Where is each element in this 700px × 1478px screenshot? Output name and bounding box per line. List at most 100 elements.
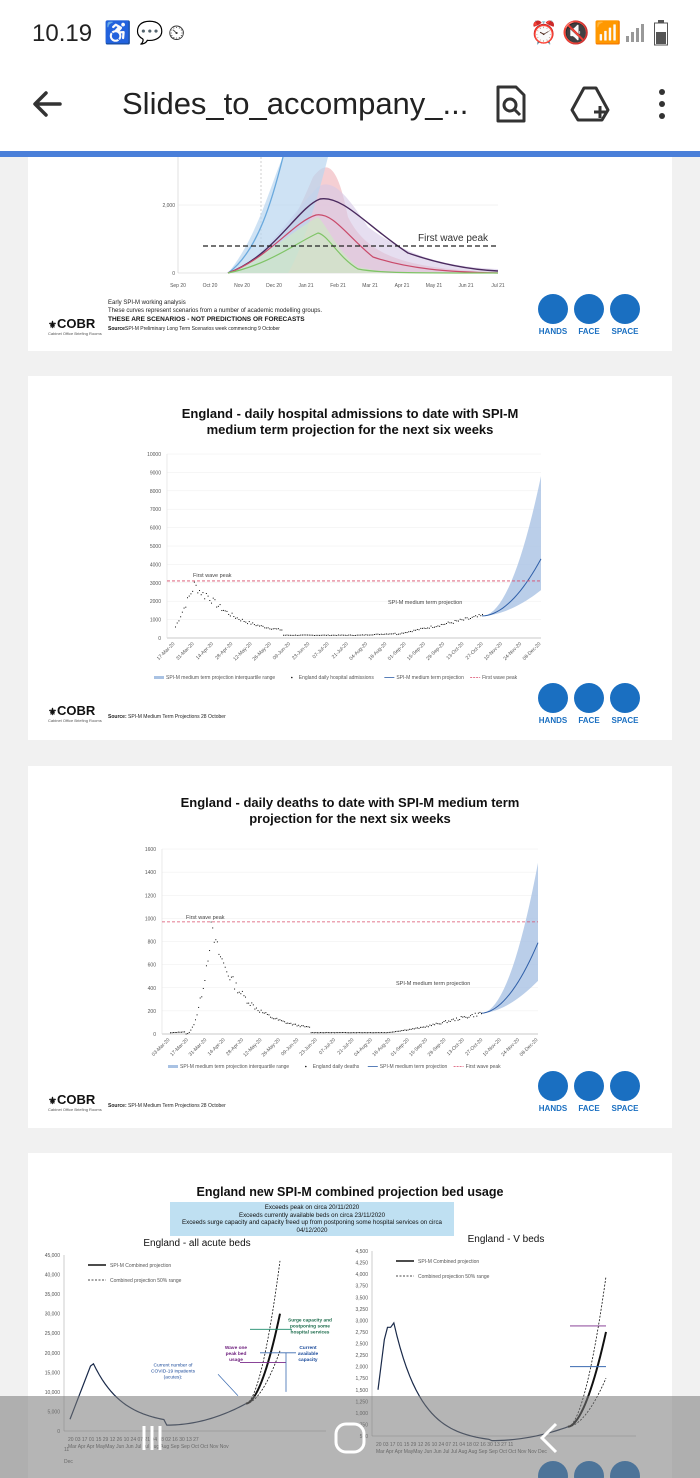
data-point (346, 1032, 348, 1034)
wave-one-peak-annotation: Wave one (225, 1345, 248, 1351)
first-wave-peak-label: First wave peak (193, 573, 232, 579)
data-point (229, 979, 231, 981)
data-point (303, 634, 305, 636)
data-point (276, 1017, 278, 1019)
data-point (379, 1032, 381, 1034)
x-tick-label: May 21 (426, 283, 443, 289)
data-point (286, 634, 288, 636)
y-tick-label: 15,000 (45, 1370, 61, 1376)
home-icon[interactable] (320, 1418, 380, 1458)
data-point (197, 592, 199, 594)
data-point (217, 605, 219, 607)
data-point (411, 631, 413, 633)
data-point (312, 1032, 314, 1034)
data-point (442, 624, 444, 626)
signal-icon (626, 24, 644, 42)
data-point (329, 1032, 331, 1034)
data-point (240, 993, 242, 995)
data-point (245, 996, 247, 998)
data-point (279, 1019, 281, 1021)
data-point (271, 1017, 273, 1019)
data-point (179, 1031, 181, 1033)
hands-face-space-logo: HANDS FACE SPACE (534, 1071, 644, 1113)
data-point (299, 1026, 301, 1028)
legend-label: SPI-M medium term projection interquarti… (166, 675, 275, 681)
cobr-logo: ⚜COBR (48, 316, 96, 331)
legend-label: England daily hospital admissions (299, 675, 375, 681)
data-point (462, 1016, 464, 1018)
legend-swatch-dot (291, 676, 293, 679)
data-point (336, 634, 338, 636)
data-point (237, 992, 239, 994)
data-point (468, 1016, 470, 1018)
data-point (418, 629, 420, 631)
slide-3[interactable]: England - daily deaths to date with SPI-… (28, 766, 672, 1128)
data-point (454, 620, 456, 622)
crest-icon: ⚜ (48, 1096, 57, 1107)
data-point (355, 1032, 357, 1034)
data-point (452, 1018, 454, 1020)
data-point (374, 1032, 376, 1034)
data-point (185, 606, 187, 608)
projection-label: SPI-M medium term projection (388, 600, 462, 606)
data-point (389, 633, 391, 635)
x-tick-label: 18-Aug-20 (371, 1037, 392, 1058)
data-point (288, 1023, 290, 1025)
data-point (387, 1032, 389, 1034)
data-point (427, 1026, 429, 1028)
data-point (312, 634, 314, 636)
data-point (236, 617, 238, 619)
x-tick-label: 29-Sep-20 (427, 1037, 448, 1058)
data-point (466, 617, 468, 619)
current-capacity-annotation: Current (299, 1345, 317, 1351)
data-point (274, 628, 276, 630)
data-point (264, 627, 266, 629)
data-point (384, 1032, 386, 1034)
data-point (307, 634, 309, 636)
data-point (295, 634, 297, 636)
data-point (382, 633, 384, 635)
back-nav-icon[interactable] (520, 1418, 580, 1458)
data-point (368, 1032, 370, 1034)
current-capacity-annotation: available (298, 1351, 319, 1357)
data-point (451, 1019, 453, 1021)
data-point (365, 1032, 367, 1034)
data-point (337, 634, 339, 636)
back-arrow-icon[interactable] (30, 84, 66, 124)
slide-1-chart: First wave peak 2,000 0 Sep 20 Oct 20 Nov … (108, 157, 505, 332)
y-tick-label: 10,000 (45, 1390, 61, 1396)
data-point (468, 618, 470, 620)
data-point (277, 628, 279, 630)
scenario-warning: THESE ARE SCENARIOS - NOT PREDICTIONS OR… (108, 316, 305, 323)
data-point (211, 602, 213, 604)
search-document-icon[interactable] (492, 84, 528, 124)
data-point (228, 613, 230, 615)
space-icon (610, 294, 640, 324)
scenario-line-purple (227, 198, 499, 274)
slide-3-title-line1: England - daily deaths to date with SPI-… (180, 795, 520, 810)
x-axis-ticks: Sep 20 Oct 20 Nov 20 Dec 20 Jan 21 Feb 21 Mar … (170, 283, 505, 289)
slide-4-title: England new SPI-M combined projection be… (196, 1185, 504, 1199)
add-to-drive-icon[interactable] (570, 84, 612, 124)
data-point (339, 634, 341, 636)
x-tick-label: 24-Nov-20 (502, 641, 523, 662)
slide-1[interactable]: First wave peak 2,000 0 Sep 20 Oct 20 Nov … (28, 157, 672, 351)
data-point (224, 610, 226, 612)
data-point (403, 632, 405, 634)
data-point (371, 1032, 373, 1034)
x-tick-label: Sep 20 (170, 283, 186, 289)
legend-label: SPI-M medium term projection interquarti… (180, 1064, 289, 1070)
data-point (361, 634, 363, 636)
slide-2[interactable]: England - daily hospital admissions to d… (28, 376, 672, 740)
data-point (283, 634, 285, 636)
more-options-icon[interactable] (652, 86, 672, 126)
projection-label: SPI-M medium term projection (396, 981, 470, 987)
x-tick-label: 10-Nov-20 (482, 1037, 503, 1058)
recent-apps-icon[interactable] (122, 1418, 182, 1458)
data-point (391, 1031, 393, 1033)
projection-interquartile-band (482, 476, 541, 616)
y-tick-label: 2,500 (355, 1342, 368, 1348)
data-point (215, 939, 217, 941)
data-point (338, 1032, 340, 1034)
data-point (437, 1023, 439, 1025)
